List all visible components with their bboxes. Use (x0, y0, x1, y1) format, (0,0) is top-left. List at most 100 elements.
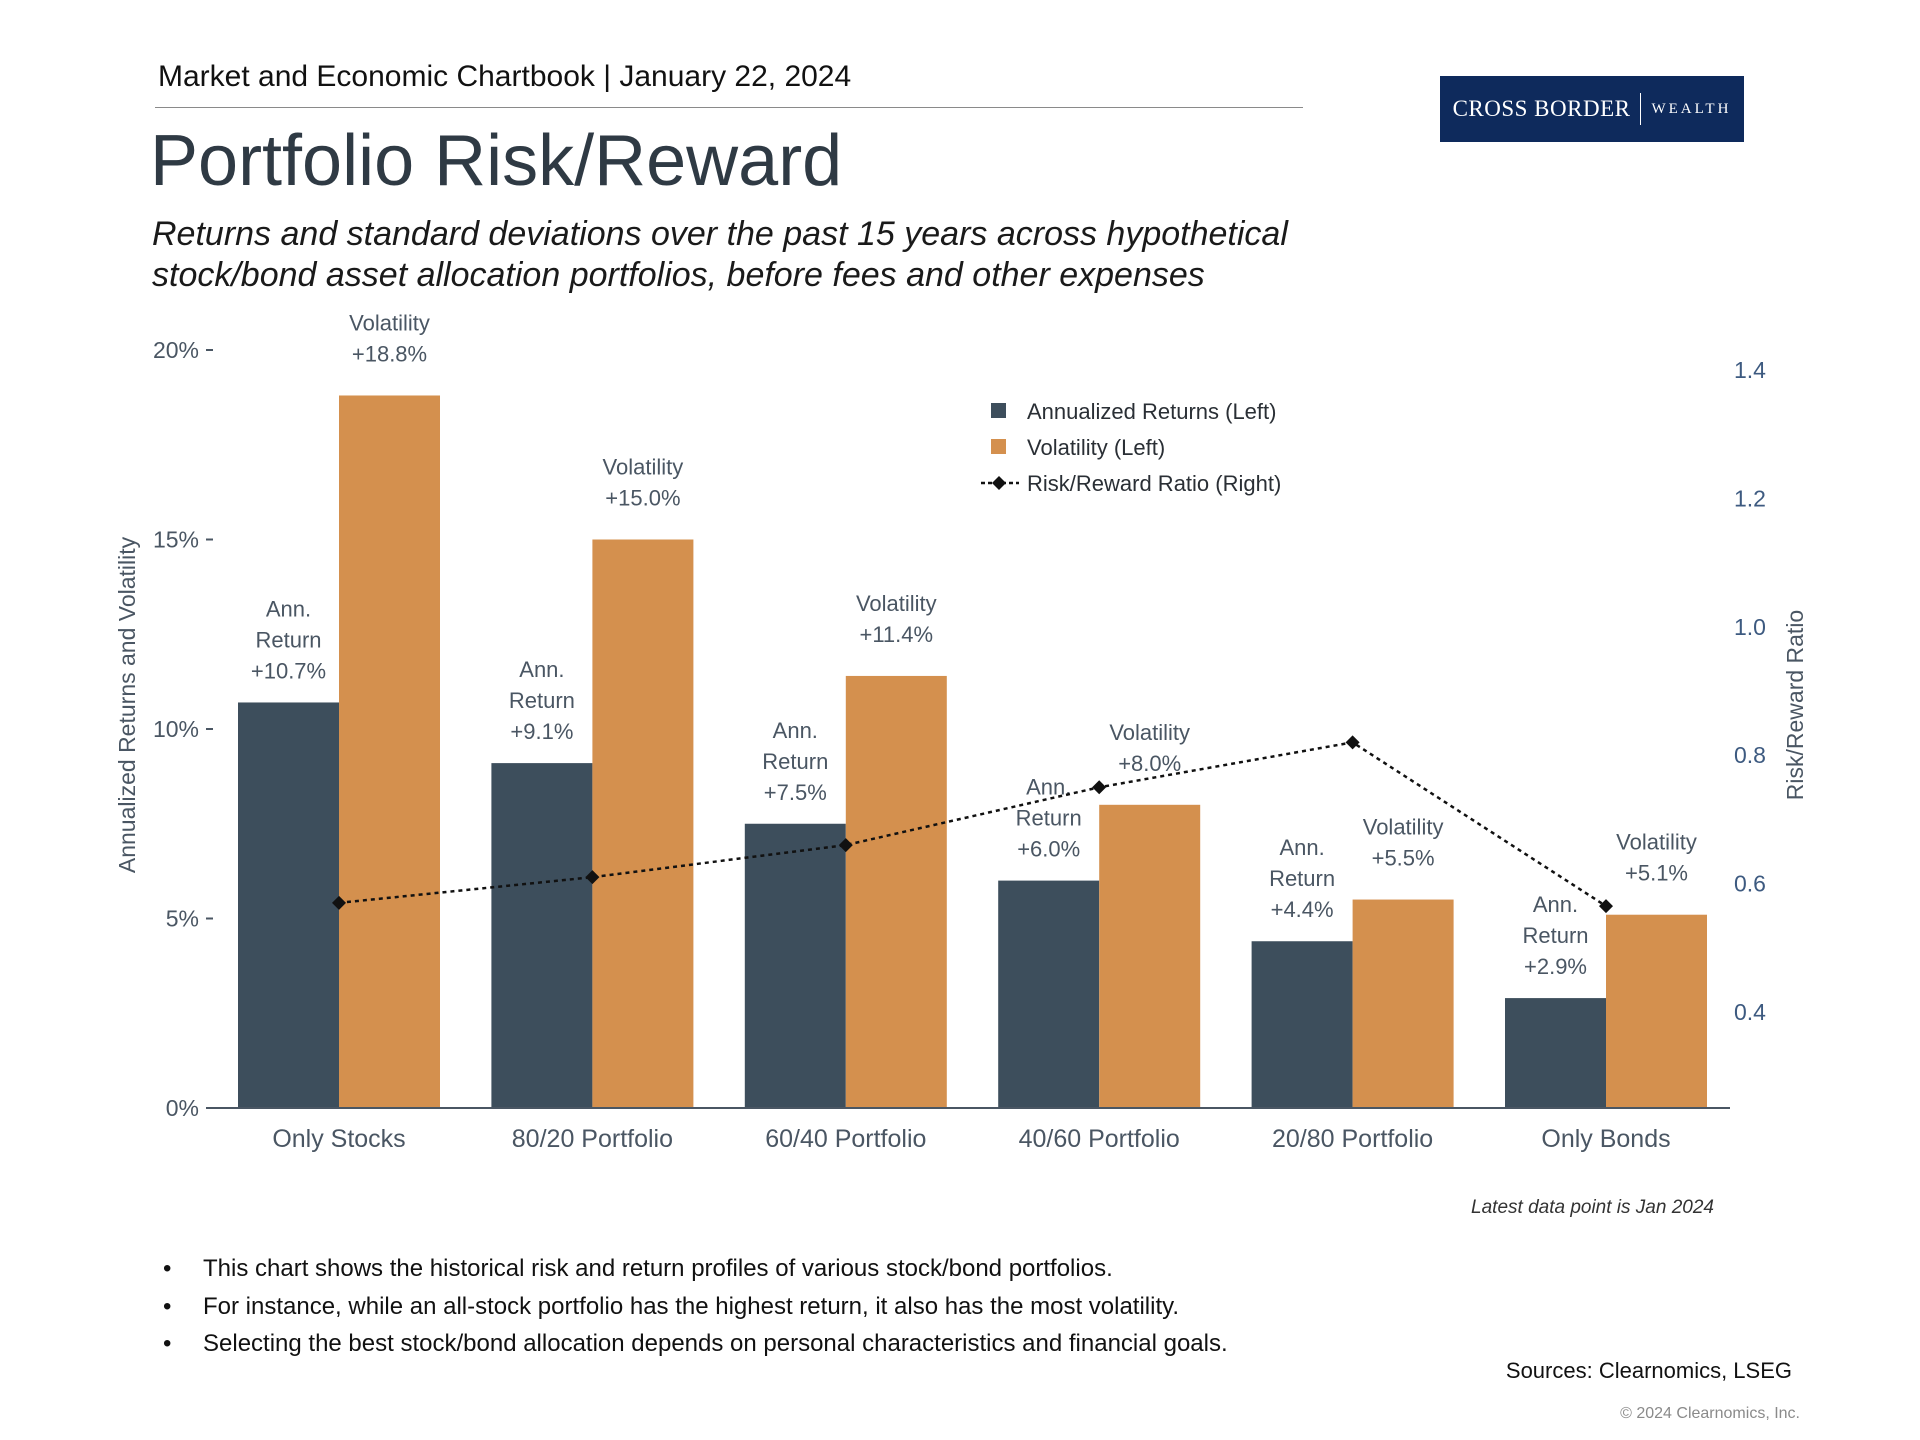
volatility-data-label: +5.5% (1372, 846, 1435, 871)
bullet-text: This chart shows the historical risk and… (203, 1255, 1113, 1282)
sources-text: Sources: Clearnomics, LSEG (1505, 1358, 1792, 1383)
left-axis-tick-label: 5% (166, 906, 199, 932)
data-note: Latest data point is Jan 2024 (1471, 1197, 1714, 1218)
left-axis-ticks: 0% 5% 10% 15% 20% (153, 337, 213, 1121)
ratio-marker (838, 838, 853, 853)
returns-bar (744, 823, 846, 1108)
returns-data-label: Ann. (519, 657, 564, 682)
volatility-data-label: +5.1% (1625, 861, 1688, 886)
returns-data-label: Ann. (1026, 775, 1071, 800)
x-axis-tick-label: 40/60 Portfolio (1019, 1125, 1180, 1153)
header-divider (155, 107, 1303, 108)
x-axis-tick-label: Only Bonds (1541, 1125, 1670, 1153)
bullet-text: For instance, while an all-stock portfol… (203, 1292, 1180, 1320)
bar-group (238, 395, 1707, 1109)
volatility-data-label: +18.8% (352, 341, 427, 366)
ratio-line (338, 741, 1607, 908)
returns-data-label: +7.5% (764, 780, 827, 805)
bullet-dot: • (163, 1292, 172, 1320)
right-axis-title: Risk/Reward Ratio (1782, 610, 1808, 800)
left-axis-tick-label: 20% (153, 337, 199, 363)
returns-data-label: Ann. (266, 596, 311, 621)
volatility-data-label: Volatility (1616, 830, 1697, 855)
volatility-data-label: Volatility (856, 591, 937, 616)
bullet-item: • For instance, while an all-stock portfo… (163, 1288, 1228, 1326)
returns-bar (491, 763, 593, 1108)
volatility-data-label: +8.0% (1118, 751, 1181, 776)
bullet-list: • This chart shows the historical risk an… (163, 1250, 1228, 1363)
ratio-marker (332, 895, 346, 910)
returns-data-label: Return (509, 688, 575, 713)
x-axis-tick-label: 60/40 Portfolio (765, 1125, 926, 1153)
brand-logo: CROSS BORDER WEALTH (1440, 76, 1744, 142)
x-axis-ticks: Only Stocks 80/20 Portfolio 60/40 Portfoli… (272, 1125, 1670, 1153)
logo-main-text: CROSS BORDER (1452, 96, 1631, 121)
x-axis-tick-label: Only Stocks (272, 1125, 405, 1153)
subtitle-line-2: stock/bond asset allocation portfolios, … (152, 256, 1205, 294)
returns-data-label: +10.7% (251, 658, 326, 683)
returns-bar (998, 880, 1100, 1108)
bullet-item: • Selecting the best stock/bond allocatio… (163, 1325, 1228, 1363)
left-axis-title: Annualized Returns and Volatility (114, 536, 140, 873)
returns-data-label: Return (1016, 806, 1082, 831)
volatility-data-label: Volatility (1363, 815, 1444, 840)
returns-data-label: +2.9% (1524, 954, 1587, 979)
right-axis-tick-label: 0.8 (1734, 742, 1766, 768)
page-subtitle: Returns and standard deviations over the… (152, 214, 1352, 296)
volatility-bar (1099, 804, 1201, 1108)
returns-data-label: Return (255, 627, 321, 652)
ratio-marker (585, 870, 600, 885)
bullet-item: • This chart shows the historical risk an… (163, 1250, 1228, 1288)
volatility-data-label: Volatility (603, 455, 684, 480)
returns-data-label: Ann. (1279, 835, 1324, 860)
legend-ratio-marker (992, 476, 1006, 490)
x-axis-tick-label: 80/20 Portfolio (512, 1125, 673, 1153)
bullet-dot: • (163, 1330, 172, 1357)
ratio-marker (1092, 780, 1107, 795)
returns-data-label: Ann. (773, 718, 818, 743)
bullet-text: Selecting the best stock/bond allocation… (203, 1330, 1228, 1357)
volatility-data-label: Volatility (1109, 720, 1190, 745)
ratio-line-group (332, 735, 1613, 914)
volatility-bar (339, 395, 440, 1109)
returns-bar (1505, 998, 1606, 1108)
volatility-data-label: +15.0% (605, 486, 680, 511)
returns-data-label: Ann. (1533, 892, 1578, 917)
right-axis-tick-label: 1.2 (1734, 485, 1766, 511)
right-axis-tick-label: 1.0 (1734, 614, 1766, 640)
ratio-marker (1345, 735, 1360, 750)
logo-separator (1640, 93, 1642, 125)
returns-bar (238, 702, 339, 1108)
volatility-bar (1352, 899, 1454, 1108)
volatility-bar (1606, 914, 1707, 1108)
returns-data-label: Return (1522, 923, 1588, 948)
x-axis-tick-label: 20/80 Portfolio (1272, 1125, 1433, 1153)
logo-sub-text: WEALTH (1651, 100, 1732, 117)
left-axis-tick-label: 0% (166, 1095, 199, 1121)
returns-data-label: +9.1% (510, 719, 573, 744)
returns-data-label: +6.0% (1017, 837, 1080, 862)
subtitle-line-1: Returns and standard deviations over the… (152, 215, 1288, 253)
left-axis-tick-label: 15% (153, 527, 199, 553)
ratio-marker (1599, 899, 1613, 914)
legend-returns-label: Annualized Returns (Left) (1027, 399, 1276, 424)
right-axis-tick-label: 0.4 (1734, 999, 1766, 1025)
left-axis-tick-label: 10% (153, 716, 199, 742)
returns-data-label: Return (1269, 866, 1335, 891)
returns-data-label: +4.4% (1271, 897, 1334, 922)
volatility-data-label: Volatility (349, 310, 430, 335)
volatility-data-label: +11.4% (859, 622, 933, 647)
volatility-bar (845, 675, 947, 1108)
right-axis-tick-label: 1.4 (1734, 357, 1766, 383)
legend-volatility-label: Volatility (Left) (1027, 435, 1165, 460)
bar-label-group: Ann. Return +10.7% Volatility +18.8% Ann. Retu… (251, 310, 1697, 979)
returns-bar (1251, 941, 1353, 1108)
bullet-dot: • (163, 1255, 172, 1282)
chart-legend: Annualized Returns (Left) Volatility (Lef… (981, 399, 1281, 496)
legend-returns-swatch (991, 403, 1006, 418)
page-title: Portfolio Risk/Reward (150, 121, 843, 201)
right-axis-tick-label: 0.6 (1734, 871, 1766, 897)
legend-ratio-label: Risk/Reward Ratio (Right) (1027, 471, 1281, 496)
